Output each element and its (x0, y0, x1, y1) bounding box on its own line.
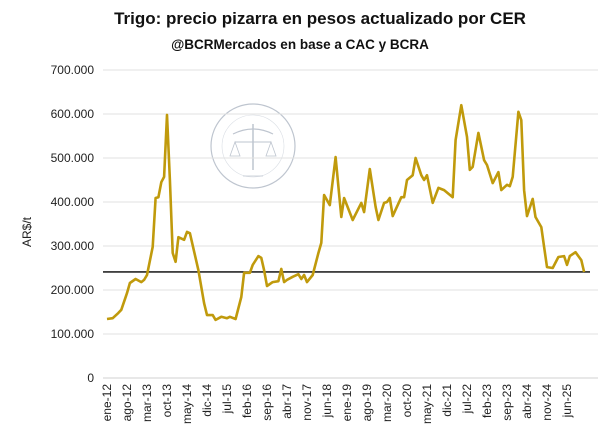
x-tick-label: jul-15 (220, 384, 234, 415)
data-points (106, 105, 585, 320)
y-tick-label: 400.000 (51, 195, 95, 209)
y-tick-label: 200.000 (51, 283, 95, 297)
x-tick-label: may-21 (420, 384, 434, 424)
y-axis-label: AR$/t (20, 216, 34, 247)
y-tick-label: 0 (87, 371, 94, 385)
x-tick-label: nov-24 (540, 384, 554, 421)
x-tick-label: nov-17 (300, 384, 314, 421)
x-tick-label: ago-19 (360, 384, 374, 422)
x-tick-label: abr-24 (520, 384, 534, 419)
bcr-seal-logo (210, 103, 296, 189)
x-tick-label: dic-14 (200, 384, 214, 417)
x-tick-label: feb-23 (480, 384, 494, 418)
y-tick-label: 600.000 (51, 107, 95, 121)
x-tick-label: jul-22 (460, 384, 474, 415)
x-tick-label: dic-21 (440, 384, 454, 417)
x-tick-label: oct-13 (160, 384, 174, 418)
x-tick-label: ene-19 (340, 384, 354, 422)
chart-subtitle: @BCRMercados en base a CAC y BCRA (171, 37, 429, 52)
x-tick-label: ago-12 (120, 384, 134, 422)
y-tick-label: 100.000 (51, 327, 95, 341)
series-line (106, 103, 586, 322)
x-tick-label: jun-18 (320, 384, 334, 419)
x-tick-label: sep-23 (500, 384, 514, 421)
x-tick-label: mar-20 (380, 384, 394, 422)
x-tick-label: may-14 (180, 384, 194, 424)
y-tick-label: 500.000 (51, 151, 95, 165)
x-tick-label: mar-13 (140, 384, 154, 422)
x-tick-label: ene-12 (100, 384, 114, 422)
y-tick-label: 700.000 (51, 63, 95, 77)
x-tick-label: sep-16 (260, 384, 274, 421)
x-tick-label: feb-16 (240, 384, 254, 418)
x-tick-label: jun-25 (560, 384, 574, 419)
x-tick-label: abr-17 (280, 384, 294, 419)
chart-title: Trigo: precio pizarra en pesos actualiza… (114, 9, 526, 28)
x-tick-label: oct-20 (400, 384, 414, 418)
y-tick-label: 300.000 (51, 239, 95, 253)
